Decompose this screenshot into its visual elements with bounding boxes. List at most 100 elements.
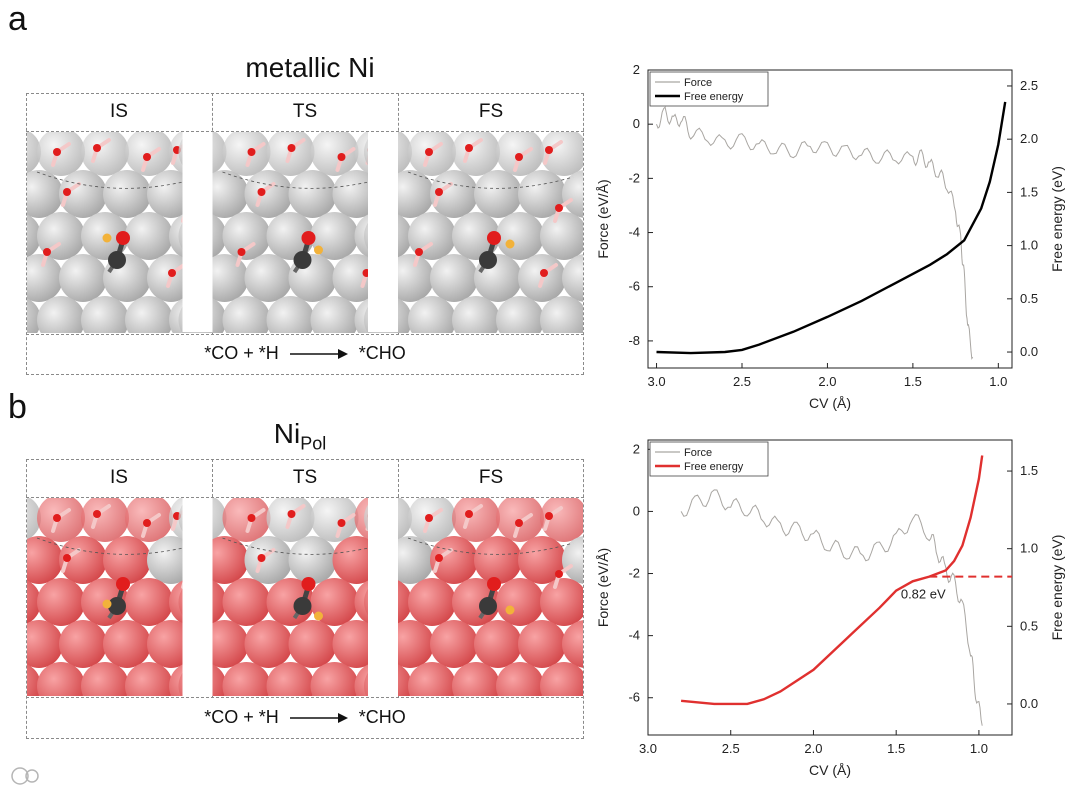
slab-atom xyxy=(562,536,583,584)
water-oxygen xyxy=(63,188,71,196)
right-tick-label: 0.5 xyxy=(1020,618,1038,633)
slab-atom xyxy=(518,620,566,668)
slab-atom xyxy=(222,578,271,626)
slab-atom xyxy=(81,498,129,542)
carbon-atom xyxy=(108,251,126,269)
panel-b-divider-bottom xyxy=(26,697,584,698)
x-axis-label: CV (Å) xyxy=(809,395,851,411)
slab-atom xyxy=(496,662,544,696)
x-tick-label: 3.0 xyxy=(648,374,666,389)
state-label-is: IS xyxy=(110,101,128,122)
panel-b-structures xyxy=(27,498,583,696)
slab-atom xyxy=(288,536,337,584)
panel-b-divider-top xyxy=(26,497,584,498)
slab-atom xyxy=(408,662,456,696)
water-oxygen xyxy=(540,269,548,277)
slab-atom xyxy=(222,498,271,542)
slab-atom xyxy=(244,620,293,668)
slab-atom xyxy=(540,132,583,176)
chart-b: 3.0 2.5 2.0 1.5 1.0 2 0 -2 -4 -6 0.0 0.5 1.0 1.5 CV (Å… xyxy=(595,439,1065,778)
state-label-ts: TS xyxy=(292,467,318,488)
slab-atom xyxy=(430,170,478,218)
slab-atom xyxy=(310,132,359,176)
slab-atom xyxy=(430,254,478,302)
slab-atom xyxy=(59,254,107,302)
reaction-reactants: *CO + *H xyxy=(204,343,279,363)
slab-atom xyxy=(266,212,315,260)
legend: Force Free energy xyxy=(649,71,769,107)
slab-atom xyxy=(310,662,359,696)
water-oxygen xyxy=(415,248,423,256)
reaction-product: *CHO xyxy=(358,707,406,727)
legend-label: Free energy xyxy=(684,461,744,473)
carbon-atom xyxy=(293,251,312,269)
slab-atom xyxy=(540,498,583,542)
left-tick-label: 2 xyxy=(633,62,640,77)
slab-atom xyxy=(430,620,478,668)
right-tick-label: 0.0 xyxy=(1020,344,1038,359)
water-oxygen xyxy=(53,514,61,522)
right-tick-label: 1.0 xyxy=(1020,238,1038,253)
slab-atom xyxy=(430,536,478,584)
slab-atom xyxy=(81,132,129,176)
slab-atom xyxy=(518,536,566,584)
slab-atom xyxy=(408,296,456,333)
slab-atom xyxy=(222,132,271,176)
x-tick-label: 3.0 xyxy=(639,741,657,756)
oxygen-atom xyxy=(116,231,130,245)
water-oxygen xyxy=(257,188,266,196)
hydrogen-atom xyxy=(102,233,112,243)
structure-fs xyxy=(364,498,583,696)
right-tick-label: 1.5 xyxy=(1020,463,1038,478)
slab-atom xyxy=(27,170,63,218)
slab-atom xyxy=(562,620,583,668)
left-axis-label: Force (eV/Å) xyxy=(595,179,611,258)
slab-atom xyxy=(452,296,500,333)
plot-frame xyxy=(647,439,1013,736)
slab-atom xyxy=(310,498,359,542)
hydrogen-atom xyxy=(314,611,323,621)
x-tick-label: 2.5 xyxy=(733,374,751,389)
x-tick-label: 2.0 xyxy=(818,374,836,389)
water-oxygen xyxy=(337,519,346,527)
x-tick-label: 2.0 xyxy=(804,741,822,756)
slab-atom xyxy=(37,498,85,542)
free-energy-series-line xyxy=(680,455,984,706)
slab-atom xyxy=(222,212,271,260)
x-tick-label: 1.0 xyxy=(970,741,988,756)
left-tick-label: -6 xyxy=(628,690,640,705)
slab-atom xyxy=(452,132,500,176)
oxygen-atom xyxy=(487,577,501,591)
panel-letter-b: b xyxy=(8,388,27,426)
slab-atom xyxy=(518,170,566,218)
carbon-atom xyxy=(479,251,497,269)
slab-atom xyxy=(125,212,173,260)
panel-b-reaction: *CO + *H *CHO xyxy=(30,707,580,728)
left-tick-label: -2 xyxy=(628,170,640,185)
water-oxygen xyxy=(63,554,71,562)
slab-atom xyxy=(27,620,63,668)
right-axis-label: Free energy (eV) xyxy=(1049,166,1065,272)
legend-box xyxy=(649,441,769,477)
slab-atom xyxy=(103,620,151,668)
water-oxygen xyxy=(287,144,296,152)
water-oxygen xyxy=(93,510,101,518)
hydrogen-atom xyxy=(505,239,515,249)
panel-a-reaction: *CO + *H *CHO xyxy=(30,343,580,364)
state-label-fs: FS xyxy=(478,101,504,122)
reaction-reactants: *CO + *H xyxy=(204,707,279,727)
right-tick-label: 0.5 xyxy=(1020,291,1038,306)
oxygen-atom xyxy=(301,231,316,245)
slab-atom xyxy=(540,296,583,333)
water-oxygen xyxy=(465,144,473,152)
oxygen-atom xyxy=(301,577,316,591)
panel-a-structures xyxy=(27,132,583,333)
slab-atom xyxy=(59,536,107,584)
slab-atom xyxy=(266,296,315,333)
slab-atom xyxy=(474,536,522,584)
x-tick-label: 2.5 xyxy=(722,741,740,756)
oxygen-atom xyxy=(487,231,501,245)
x-tick-label: 1.5 xyxy=(904,374,922,389)
slab-atom xyxy=(452,212,500,260)
water-oxygen xyxy=(555,570,563,578)
